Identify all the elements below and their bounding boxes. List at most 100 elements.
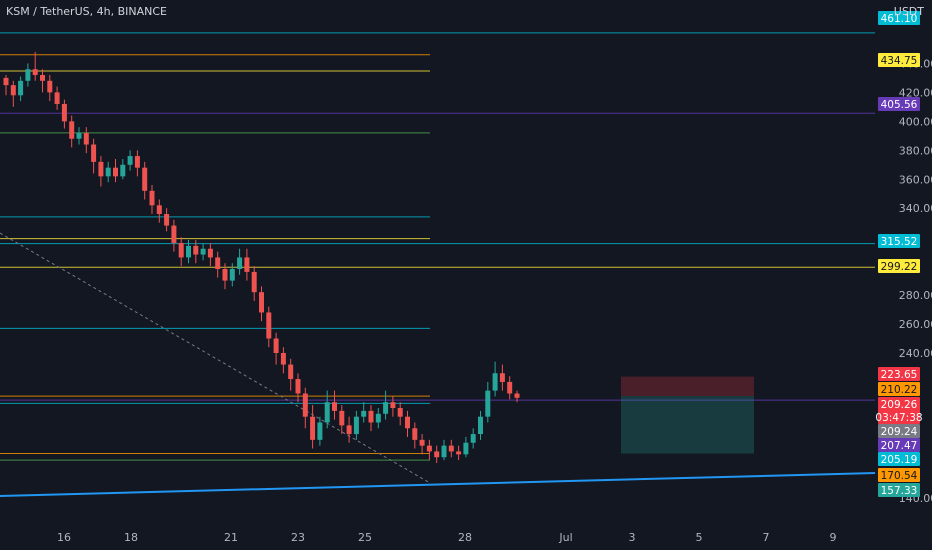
candle-body — [259, 292, 264, 313]
candle-body — [397, 408, 403, 417]
price-label-text: 157.33 — [881, 485, 918, 497]
candle-body — [54, 92, 60, 104]
candle-body — [171, 225, 177, 243]
candle-body — [149, 190, 155, 206]
position-stop-zone[interactable] — [621, 376, 754, 397]
chart-title: KSM / TetherUS, 4h, BINANCE — [6, 5, 167, 18]
candle-body — [492, 373, 498, 391]
candle-body — [390, 402, 396, 408]
candle-body — [383, 402, 389, 414]
candle-body — [288, 364, 294, 380]
candle-body — [375, 413, 381, 423]
candle-body — [127, 156, 133, 165]
price-label-text: 209.24 — [881, 426, 918, 438]
price-label-badge — [878, 53, 920, 67]
candle-body — [353, 416, 359, 435]
candle-body — [244, 257, 250, 272]
price-label-text: 315.52 — [881, 236, 918, 248]
candle-body — [134, 156, 140, 168]
candle-body — [478, 416, 483, 435]
price-label-badge — [878, 452, 920, 466]
price-label-text: 223.65 — [881, 369, 918, 381]
candle-body — [229, 269, 235, 281]
candle-body — [32, 69, 38, 76]
candle-body — [222, 269, 228, 281]
candle-body — [295, 379, 301, 394]
candle-body — [441, 445, 447, 458]
price-label-text: 207.47 — [881, 440, 918, 452]
candle-body — [419, 439, 425, 446]
candle-body — [91, 144, 97, 162]
candle-body — [448, 445, 454, 452]
price-label-text: 03:47:38 — [875, 412, 922, 424]
candle-body — [113, 167, 118, 177]
x-tick-label: 28 — [458, 531, 472, 544]
candle-body — [434, 451, 440, 458]
candle-body — [40, 75, 45, 81]
candle-body — [25, 69, 31, 81]
y-tick-label: 260.00 — [899, 318, 932, 331]
candle-body — [178, 242, 184, 258]
candle-body — [215, 257, 221, 270]
candle-body — [499, 373, 505, 382]
candle-body — [237, 257, 243, 270]
price-label-badge — [878, 438, 920, 452]
candle-body — [310, 416, 316, 440]
candle-body — [368, 410, 374, 423]
candle-body — [69, 121, 75, 139]
y-tick-label: 380.00 — [899, 144, 932, 157]
candle-body — [405, 416, 410, 429]
candle-body — [412, 428, 418, 440]
y-tick-label: 400.00 — [899, 115, 932, 128]
candle-body — [324, 402, 330, 423]
position-target-zone[interactable] — [621, 396, 754, 454]
candle-body — [426, 445, 432, 452]
x-tick-label: 3 — [629, 531, 636, 544]
candle-body — [3, 77, 9, 86]
dashed-trend-line[interactable] — [0, 232, 431, 484]
candle-body — [156, 205, 162, 214]
candle-body — [266, 312, 272, 339]
price-label-badge — [878, 397, 920, 411]
candle-body — [105, 167, 111, 177]
candle-body — [507, 381, 513, 394]
candle-body — [207, 248, 213, 258]
x-tick-label: 5 — [696, 531, 703, 544]
price-label-badge — [878, 259, 920, 273]
price-label-text: 461.10 — [881, 13, 918, 25]
candle-body — [47, 80, 53, 93]
trend-line[interactable] — [0, 472, 876, 497]
candle-body — [339, 410, 345, 426]
currency-label: USDT — [893, 5, 924, 18]
candle-body — [463, 442, 469, 455]
y-tick-label: 340.00 — [899, 202, 932, 215]
candle-body — [456, 451, 462, 455]
candle-body — [346, 425, 352, 435]
x-tick-label: Jul — [558, 531, 572, 544]
price-label-text: 434.75 — [881, 55, 918, 67]
x-tick-label: 21 — [224, 531, 238, 544]
price-label-badge — [878, 11, 920, 25]
y-tick-label: 420.00 — [899, 86, 932, 99]
candle-body — [470, 434, 476, 443]
candle-body — [98, 161, 104, 177]
candle-body — [76, 132, 82, 139]
price-label-badge — [878, 367, 920, 381]
candle-body — [361, 410, 367, 417]
candle-body — [83, 132, 89, 145]
candle-body — [200, 248, 206, 255]
candle-body — [193, 245, 199, 255]
y-tick-label: 240.00 — [899, 347, 932, 360]
candle-body — [332, 402, 337, 411]
candle-body — [164, 214, 170, 226]
price-label-text: 405.56 — [881, 99, 918, 111]
candle-body — [142, 167, 148, 191]
candle-body — [273, 338, 279, 353]
x-tick-label: 25 — [358, 531, 372, 544]
x-tick-label: 18 — [124, 531, 138, 544]
price-label-badge — [878, 234, 920, 248]
x-tick-label: 23 — [291, 531, 305, 544]
price-label-text: 170.54 — [881, 470, 918, 482]
